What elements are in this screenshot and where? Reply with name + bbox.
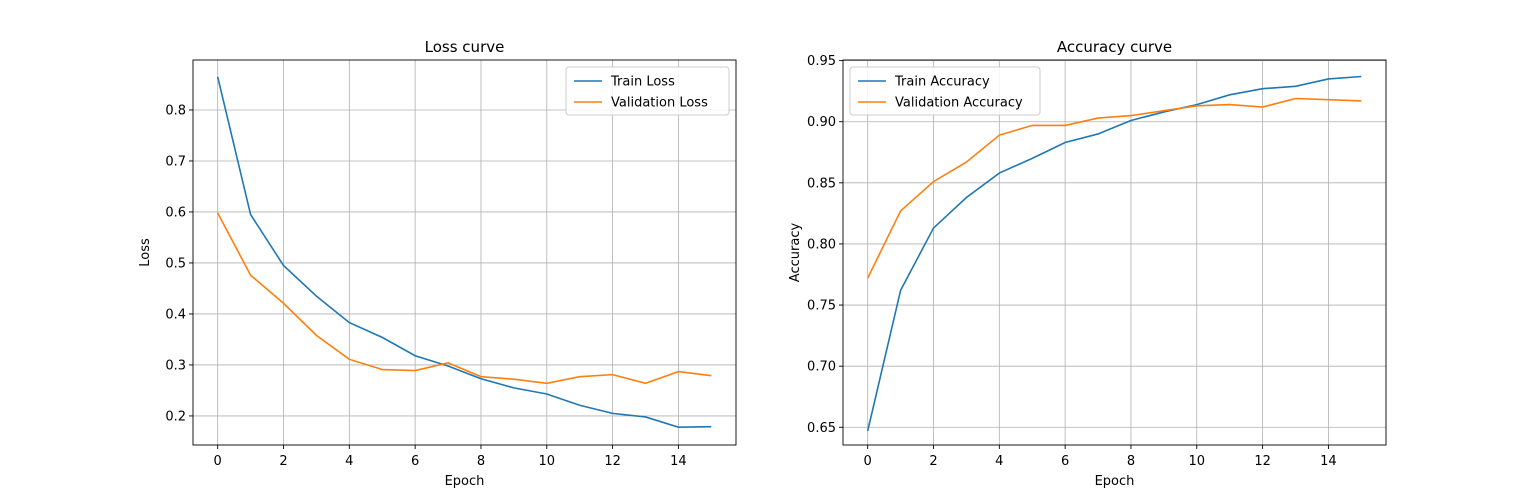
y-tick-label: 0.80 — [807, 237, 836, 252]
x-tick-label: 4 — [345, 454, 353, 469]
loss-chart: 0 2 4 6 8 10 12 14 0.2 0.3 0.4 0.5 0.6 0.7 0.8 Loss cur… — [138, 38, 737, 489]
x-tick-label: 14 — [1320, 454, 1337, 469]
y-tick-label: 0.85 — [807, 176, 836, 191]
legend-box — [849, 66, 1041, 116]
x-tick-label: 6 — [411, 454, 419, 469]
legend: Train Accuracy Validation Accuracy — [849, 66, 1041, 116]
x-tick-label: 4 — [995, 454, 1003, 469]
x-tick-label: 6 — [1061, 454, 1069, 469]
y-tick-label: 0.65 — [807, 421, 836, 436]
y-tick-label: 0.75 — [807, 299, 836, 314]
legend: Train Loss Validation Loss — [565, 66, 730, 116]
x-tick-label: 0 — [864, 454, 872, 469]
axes-frame — [842, 59, 1387, 446]
series-line-train-accuracy — [866, 75, 1362, 432]
x-tick-label: 8 — [477, 454, 485, 469]
y-tick-label: 0.5 — [165, 256, 186, 271]
x-tick-label: 10 — [538, 454, 555, 469]
y-tick-label: 0.95 — [807, 54, 836, 69]
legend-label: Validation Loss — [611, 96, 708, 111]
x-tick-label: 2 — [929, 454, 937, 469]
chart-title: Accuracy curve — [1057, 38, 1172, 56]
series-line-validation-loss — [216, 212, 712, 385]
series-line-validation-accuracy — [866, 97, 1362, 279]
x-tick-label: 8 — [1127, 454, 1135, 469]
y-tick-label: 0.3 — [165, 358, 186, 373]
accuracy-chart: 0 2 4 6 8 10 12 14 0.65 0.70 0.75 0.80 0.85 0.90 0.95 A… — [788, 38, 1387, 489]
axes-frame — [192, 59, 737, 446]
chart-title: Loss curve — [425, 38, 505, 56]
y-tick-label: 0.7 — [165, 154, 186, 169]
legend-label: Validation Accuracy — [895, 96, 1023, 111]
series-line-train-loss — [216, 76, 712, 428]
y-tick-label: 0.90 — [807, 115, 836, 130]
legend-label: Train Accuracy — [894, 75, 990, 90]
x-axis-label: Epoch — [445, 474, 485, 489]
legend-box — [565, 66, 730, 116]
x-tick-label: 2 — [279, 454, 287, 469]
y-axis-label: Accuracy — [788, 223, 803, 283]
y-tick-label: 0.70 — [807, 360, 836, 375]
y-tick-label: 0.4 — [165, 307, 186, 322]
x-tick-label: 12 — [1254, 454, 1271, 469]
x-tick-label: 0 — [214, 454, 222, 469]
x-tick-label: 10 — [1188, 454, 1205, 469]
x-tick-label: 12 — [604, 454, 621, 469]
x-tick-label: 14 — [670, 454, 687, 469]
x-axis-label: Epoch — [1095, 474, 1135, 489]
y-tick-label: 0.2 — [165, 409, 186, 424]
legend-label: Train Loss — [610, 75, 675, 90]
y-tick-label: 0.8 — [165, 103, 186, 118]
y-axis-label: Loss — [138, 238, 153, 267]
y-tick-label: 0.6 — [165, 205, 186, 220]
